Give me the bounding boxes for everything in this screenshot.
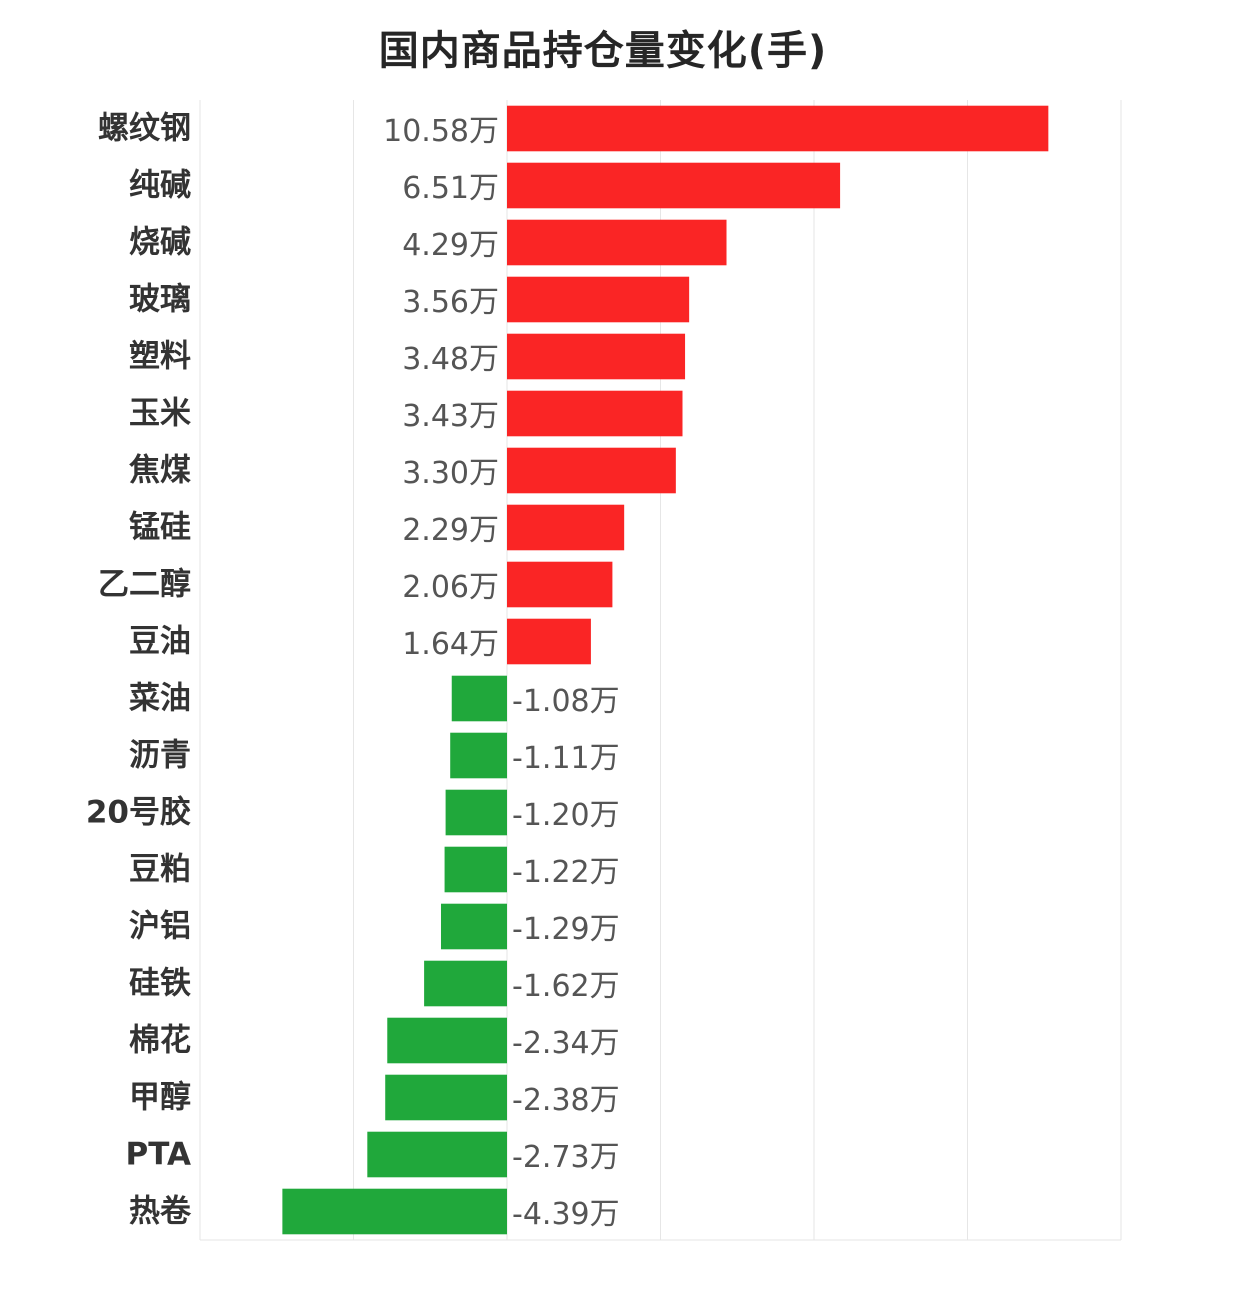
value-label: 2.29万 [402, 513, 499, 548]
bars [282, 105, 1049, 1235]
bar [450, 732, 507, 779]
bar [507, 390, 683, 437]
bar [507, 504, 625, 551]
category-label: 乙二醇 [98, 567, 191, 603]
bar [507, 447, 676, 494]
bar [282, 1188, 507, 1235]
category-label: 豆油 [129, 624, 191, 660]
value-label: 10.58万 [383, 114, 499, 149]
bar [507, 276, 690, 323]
value-label: -2.34万 [512, 1026, 620, 1061]
category-label: 甲醇 [129, 1080, 191, 1116]
bar [367, 1131, 507, 1178]
value-label: -4.39万 [512, 1197, 620, 1232]
value-label: -2.73万 [512, 1140, 620, 1175]
category-label: 螺纹钢 [98, 111, 191, 147]
category-label: 棉花 [129, 1023, 191, 1059]
category-label: 沪铝 [129, 909, 191, 945]
value-label: -1.11万 [512, 741, 620, 776]
bar [507, 561, 613, 608]
category-label: 烧碱 [129, 225, 191, 261]
bar [445, 789, 507, 836]
value-label: 3.56万 [402, 285, 499, 320]
category-label: 菜油 [129, 681, 191, 717]
bar [451, 675, 507, 722]
bar [507, 219, 727, 266]
value-label: 2.06万 [402, 570, 499, 605]
bar [444, 846, 507, 893]
chart-title: 国内商品持仓量变化(手) [378, 28, 828, 74]
category-label: 玉米 [129, 396, 191, 432]
category-label: 焦煤 [129, 453, 191, 489]
bar [507, 618, 591, 665]
category-label: 纯碱 [129, 168, 191, 204]
category-label: 硅铁 [129, 966, 191, 1002]
category-label: 沥青 [129, 738, 191, 774]
bar [387, 1017, 507, 1064]
value-label: -1.08万 [512, 684, 620, 719]
bar [424, 960, 507, 1007]
value-labels: 10.58万 6.51万 4.29万 3.56万 3.48万 3.43万 3.30万 2.29… [383, 114, 620, 1232]
value-label: 3.48万 [402, 342, 499, 377]
category-label: 玻璃 [129, 282, 191, 318]
value-label: -1.29万 [512, 912, 620, 947]
category-label: 锰硅 [129, 510, 191, 546]
bar [507, 162, 841, 209]
bar [440, 903, 507, 950]
category-label: 20号胶 [86, 795, 191, 831]
category-label: 豆粕 [129, 852, 191, 888]
value-label: -1.62万 [512, 969, 620, 1004]
bar [507, 333, 686, 380]
category-label: 热卷 [129, 1194, 192, 1230]
category-label: PTA [126, 1137, 191, 1173]
value-label: -1.20万 [512, 798, 620, 833]
category-label: 塑料 [129, 339, 191, 375]
bar [385, 1074, 507, 1121]
value-label: -1.22万 [512, 855, 620, 890]
value-label: 3.30万 [402, 456, 499, 491]
value-label: 4.29万 [402, 228, 499, 263]
value-label: -2.38万 [512, 1083, 620, 1118]
bar [507, 105, 1049, 152]
grid-lines [199, 100, 1122, 1241]
value-label: 3.43万 [402, 399, 499, 434]
value-label: 1.64万 [402, 627, 499, 662]
value-label: 6.51万 [402, 171, 499, 206]
